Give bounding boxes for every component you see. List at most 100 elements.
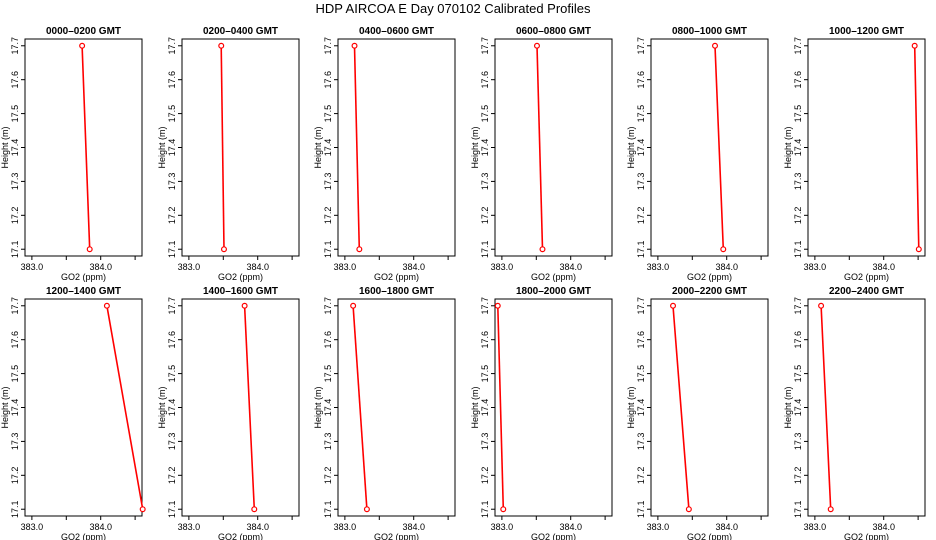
y-tick-label: 17.2: [10, 207, 20, 225]
x-tick-label: 384.0: [246, 522, 269, 532]
panel-title: 1000–1200 GMT: [829, 26, 904, 37]
y-tick-label: 17.3: [793, 173, 803, 191]
profile-line: [220, 45, 225, 250]
y-tick-label: 17.3: [167, 433, 177, 451]
x-axis-label: GO2 (ppm): [844, 272, 889, 282]
panel-title: 0600–0800 GMT: [516, 26, 591, 37]
plot-frame: [494, 298, 613, 517]
y-tick-label: 17.2: [323, 467, 333, 485]
x-axis-label: GO2 (ppm): [844, 532, 889, 540]
profile-line: [497, 305, 505, 510]
x-tick-label: 384.0: [872, 522, 895, 532]
x-axis-label: GO2 (ppm): [218, 532, 263, 540]
profile-line: [352, 305, 368, 510]
x-tick-label: 384.0: [89, 522, 112, 532]
y-axis-label: Height (m): [157, 126, 167, 168]
y-tick-label: 17.3: [10, 173, 20, 191]
y-tick-label: 17.7: [793, 297, 803, 315]
y-tick-label: 17.1: [480, 240, 490, 258]
data-point: [494, 302, 501, 309]
y-tick-label: 17.2: [636, 207, 646, 225]
y-tick-label: 17.7: [167, 297, 177, 315]
y-tick-label: 17.5: [636, 105, 646, 123]
x-axis-label: GO2 (ppm): [374, 272, 419, 282]
y-tick-label: 17.4: [636, 399, 646, 417]
data-point: [86, 246, 93, 253]
x-tick-label: 384.0: [246, 262, 269, 272]
x-tick-label: 384.0: [872, 262, 895, 272]
y-tick-label: 17.7: [793, 37, 803, 55]
profile-line: [672, 305, 690, 510]
profile-line: [536, 45, 544, 250]
profile-line: [106, 305, 144, 510]
y-tick-label: 17.2: [480, 207, 490, 225]
y-tick-label: 17.3: [480, 173, 490, 191]
plot-frame: [181, 298, 300, 517]
x-tick-label: 383.0: [491, 522, 514, 532]
data-point: [818, 302, 825, 309]
y-tick-label: 17.7: [636, 297, 646, 315]
profile-line: [820, 305, 832, 510]
y-tick-label: 17.2: [636, 467, 646, 485]
y-tick-label: 17.6: [10, 331, 20, 349]
x-tick-label: 383.0: [491, 262, 514, 272]
data-point: [103, 302, 110, 309]
x-tick-label: 383.0: [21, 522, 44, 532]
x-tick-label: 383.0: [21, 262, 44, 272]
y-tick-label: 17.4: [10, 399, 20, 417]
x-axis-label: GO2 (ppm): [374, 532, 419, 540]
y-axis-label: Height (m): [313, 386, 323, 428]
x-tick-label: 384.0: [402, 522, 425, 532]
data-point: [670, 302, 677, 309]
plot-frame: [807, 38, 926, 257]
x-tick-label: 384.0: [559, 262, 582, 272]
y-tick-label: 17.3: [636, 433, 646, 451]
x-axis-label: GO2 (ppm): [61, 272, 106, 282]
y-axis-label: Height (m): [783, 126, 793, 168]
y-tick-label: 17.5: [636, 365, 646, 383]
y-tick-label: 17.2: [480, 467, 490, 485]
panel-title: 1600–1800 GMT: [359, 286, 434, 297]
y-tick-label: 17.4: [636, 139, 646, 157]
data-point: [911, 42, 918, 49]
x-axis-label: GO2 (ppm): [61, 532, 106, 540]
y-tick-label: 17.3: [10, 433, 20, 451]
y-tick-label: 17.3: [323, 433, 333, 451]
y-tick-label: 17.1: [10, 240, 20, 258]
x-axis-label: GO2 (ppm): [687, 272, 732, 282]
y-tick-label: 17.7: [323, 297, 333, 315]
panel-title: 1400–1600 GMT: [203, 286, 278, 297]
y-axis-label: Height (m): [0, 386, 10, 428]
data-point: [251, 506, 258, 513]
x-tick-label: 384.0: [715, 522, 738, 532]
y-tick-label: 17.6: [480, 71, 490, 89]
panel-title: 0400–0600 GMT: [359, 26, 434, 37]
data-point: [720, 246, 727, 253]
x-axis-label: GO2 (ppm): [531, 272, 576, 282]
y-tick-label: 17.2: [10, 467, 20, 485]
profile-line: [81, 45, 91, 250]
data-point: [712, 42, 719, 49]
data-point: [685, 506, 692, 513]
y-axis-label: Height (m): [157, 386, 167, 428]
y-tick-label: 17.5: [480, 105, 490, 123]
y-tick-label: 17.3: [636, 173, 646, 191]
y-tick-label: 17.5: [480, 365, 490, 383]
y-tick-label: 17.2: [793, 467, 803, 485]
y-tick-label: 17.7: [636, 37, 646, 55]
x-axis-label: GO2 (ppm): [218, 272, 263, 282]
y-tick-label: 17.2: [167, 467, 177, 485]
y-tick-label: 17.5: [10, 365, 20, 383]
data-point: [241, 302, 248, 309]
x-tick-label: 384.0: [559, 522, 582, 532]
panel-title: 1200–1400 GMT: [46, 286, 121, 297]
